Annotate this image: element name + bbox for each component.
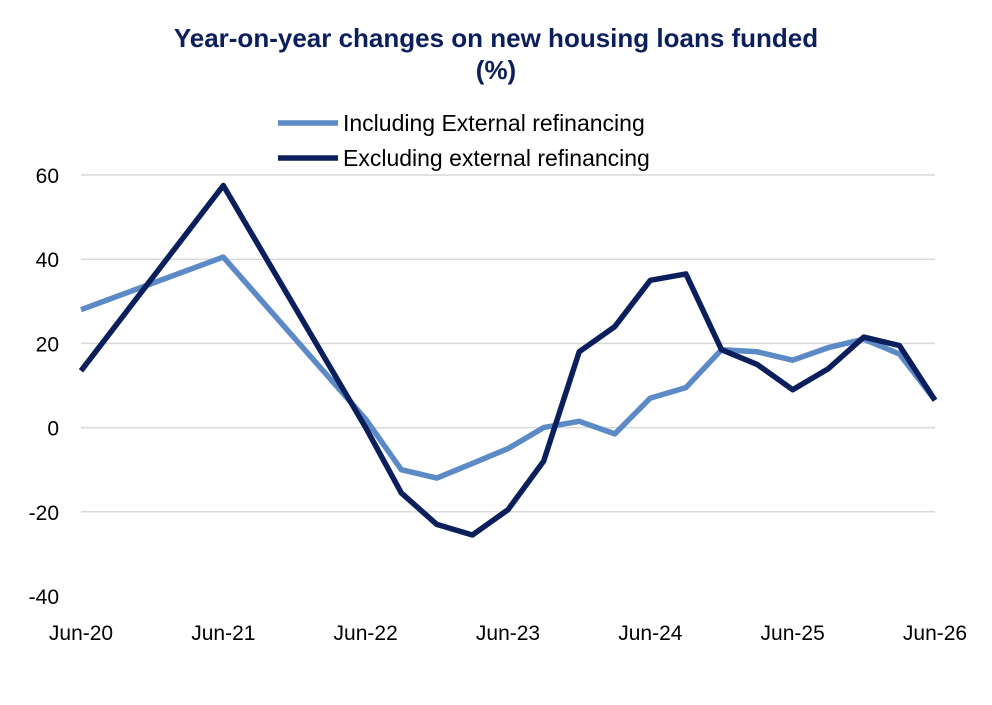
y-tick-label: 0 <box>47 418 59 441</box>
x-tick-label: Jun-24 <box>618 622 683 645</box>
series-line-excluding-external-refinancing <box>78 182 938 538</box>
x-tick-label: Jun-25 <box>761 622 825 645</box>
x-tick-label: Jun-23 <box>476 622 540 645</box>
x-tick-label: Jun-21 <box>191 622 255 645</box>
legend-label: Including External refinancing <box>343 110 645 136</box>
legend-item: Excluding external refinancing <box>278 145 650 171</box>
gridlines <box>81 174 935 513</box>
chart-title-line-2: (%) <box>475 55 517 85</box>
y-tick-label: -20 <box>29 502 59 525</box>
x-tick-label: Jun-22 <box>334 622 398 645</box>
chart-title-line-1: Year-on-year changes on new housing loan… <box>173 23 819 53</box>
x-tick-label: Jun-26 <box>903 622 967 645</box>
x-tick-label: Jun-20 <box>49 622 113 645</box>
legend: Including External refinancing Excluding … <box>278 110 650 171</box>
y-axis-ticks: 60 40 20 0 -20 -40 <box>29 165 59 609</box>
chart-title: Year-on-year changes on new housing loan… <box>0 22 992 86</box>
x-axis-ticks: Jun-20 Jun-21 Jun-22 Jun-23 Jun-24 Jun-25 Jun-… <box>49 622 967 645</box>
legend-item: Including External refinancing <box>278 110 645 136</box>
legend-label: Excluding external refinancing <box>343 145 650 171</box>
y-tick-label: 60 <box>36 165 59 188</box>
y-tick-label: -40 <box>29 586 59 609</box>
series-line-including-external-refinancing <box>80 254 938 481</box>
series-lines <box>78 182 938 538</box>
y-tick-label: 40 <box>36 249 59 272</box>
y-tick-label: 20 <box>36 333 59 356</box>
